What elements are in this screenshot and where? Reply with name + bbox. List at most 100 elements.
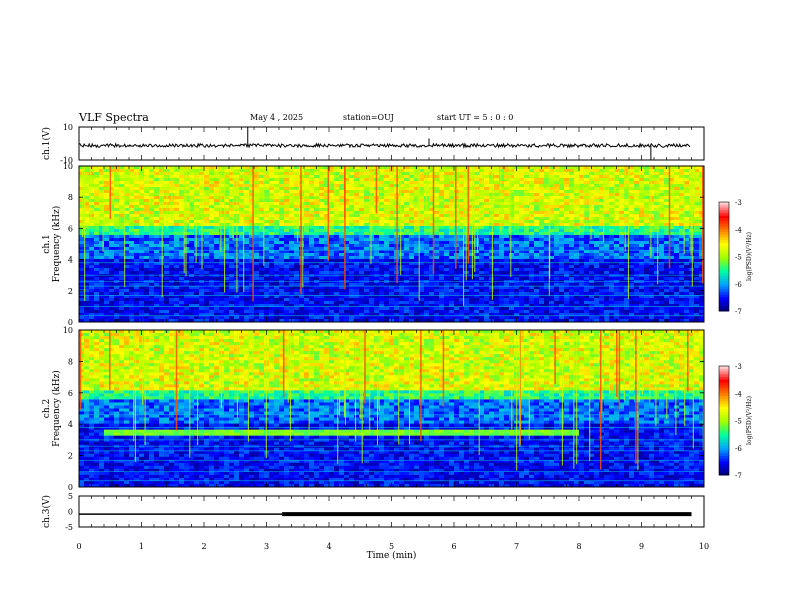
spectrogram-cell <box>449 241 454 244</box>
spectrogram-cell <box>204 169 209 172</box>
spectrogram-cell <box>119 196 124 199</box>
spectrogram-cell <box>109 259 114 262</box>
spectrogram-cell <box>544 265 549 268</box>
spectrogram-cell <box>309 193 314 196</box>
spectrogram-cell <box>519 226 524 229</box>
spectrogram-cell <box>209 316 214 319</box>
spectrogram-cell <box>329 238 334 241</box>
spectrogram-cell <box>414 235 419 238</box>
spectrogram-cell <box>484 292 489 295</box>
spectrogram-cell <box>279 235 284 238</box>
spectrogram-cell <box>174 238 179 241</box>
spectrogram-cell <box>489 172 494 175</box>
spectrogram-cell <box>439 199 444 202</box>
spectrogram-cell <box>334 268 339 271</box>
spectrogram-cell <box>454 214 459 217</box>
spectrogram-cell <box>374 214 379 217</box>
spectrogram-cell <box>129 307 134 310</box>
spectrogram-cell <box>134 184 139 187</box>
spectrogram-cell <box>219 184 224 187</box>
spectrogram-cell <box>554 235 559 238</box>
spectrogram-cell <box>179 268 184 271</box>
spectrogram-cell <box>554 205 559 208</box>
spectrogram-cell <box>149 277 154 280</box>
spectrogram-cell <box>254 286 259 289</box>
spectrogram-cell <box>504 223 509 226</box>
spectrogram-cell <box>214 274 219 277</box>
spectrogram-cell <box>364 193 369 196</box>
spectrogram-cell <box>284 178 289 181</box>
spectrogram-cell <box>309 199 314 202</box>
spectrogram-cell <box>454 190 459 193</box>
spectrogram-cell <box>539 205 544 208</box>
spectrogram-cell <box>114 193 119 196</box>
spectrogram-cell <box>379 256 384 259</box>
spectrogram-cell <box>539 274 544 277</box>
spectrogram-cell <box>89 205 94 208</box>
spectrogram-cell <box>314 217 319 220</box>
spectrogram-cell <box>329 304 334 307</box>
spectrogram-cell <box>139 286 144 289</box>
spectrogram-cell <box>424 256 429 259</box>
spectrogram-cell <box>404 226 409 229</box>
spectrogram-cell <box>254 202 259 205</box>
spectrogram-cell <box>364 298 369 301</box>
spectrogram-cell <box>194 202 199 205</box>
spectrogram-cell <box>434 172 439 175</box>
spectrogram-cell <box>504 193 509 196</box>
spectrogram-cell <box>164 265 169 268</box>
spectrogram-cell <box>99 307 104 310</box>
spectrogram-cell <box>399 172 404 175</box>
spectrogram-cell <box>204 208 209 211</box>
spectrogram-cell <box>469 175 474 178</box>
spectrogram-cell <box>219 220 224 223</box>
spectrogram-cell <box>339 304 344 307</box>
spectrogram-cell <box>149 256 154 259</box>
spectrogram-cell <box>349 181 354 184</box>
spectrogram-cell <box>244 190 249 193</box>
spectrogram-cell <box>204 187 209 190</box>
spectrogram-cell <box>199 298 204 301</box>
spectrogram-cell <box>399 274 404 277</box>
spectrogram-cell <box>79 178 84 181</box>
spectrogram-cell <box>324 307 329 310</box>
spectrogram-cell <box>214 244 219 247</box>
spectrogram-cell <box>309 238 314 241</box>
spectrogram-cell <box>154 271 159 274</box>
spectrogram-cell <box>499 202 504 205</box>
spectrogram-cell <box>154 187 159 190</box>
spectrogram-cell <box>419 265 424 268</box>
spectrogram-cell <box>309 244 314 247</box>
spectrogram-cell <box>209 307 214 310</box>
spectrogram-cell <box>399 187 404 190</box>
spectrogram-cell <box>194 169 199 172</box>
spectrogram-cell <box>269 298 274 301</box>
spectrogram-cell <box>379 184 384 187</box>
spectrogram-cell <box>359 166 364 169</box>
spectrogram-cell <box>149 229 154 232</box>
spectrogram-cell <box>114 208 119 211</box>
spectrogram-cell <box>444 301 449 304</box>
spectrogram-cell <box>404 310 409 313</box>
spectrogram-cell <box>539 214 544 217</box>
spectrogram-cell <box>309 289 314 292</box>
spectrogram-cell <box>139 238 144 241</box>
spectrogram-cell <box>534 259 539 262</box>
spectrogram-cell <box>439 277 444 280</box>
spectrogram-cell <box>254 178 259 181</box>
spectrogram-cell <box>424 277 429 280</box>
spectrogram-cell <box>204 184 209 187</box>
spectrogram-cell <box>394 292 399 295</box>
spectrogram-cell <box>354 271 359 274</box>
spectrogram-cell <box>404 235 409 238</box>
spectrogram-cell <box>319 256 324 259</box>
spectrogram-cell <box>164 304 169 307</box>
spectrogram-cell <box>504 175 509 178</box>
spectrogram-cell <box>364 214 369 217</box>
spectrogram-cell <box>544 193 549 196</box>
spectrogram-cell <box>154 235 159 238</box>
spectrogram-cell <box>134 190 139 193</box>
spectrogram-cell <box>384 271 389 274</box>
spectrogram-cell <box>279 298 284 301</box>
spectrogram-cell <box>504 253 509 256</box>
